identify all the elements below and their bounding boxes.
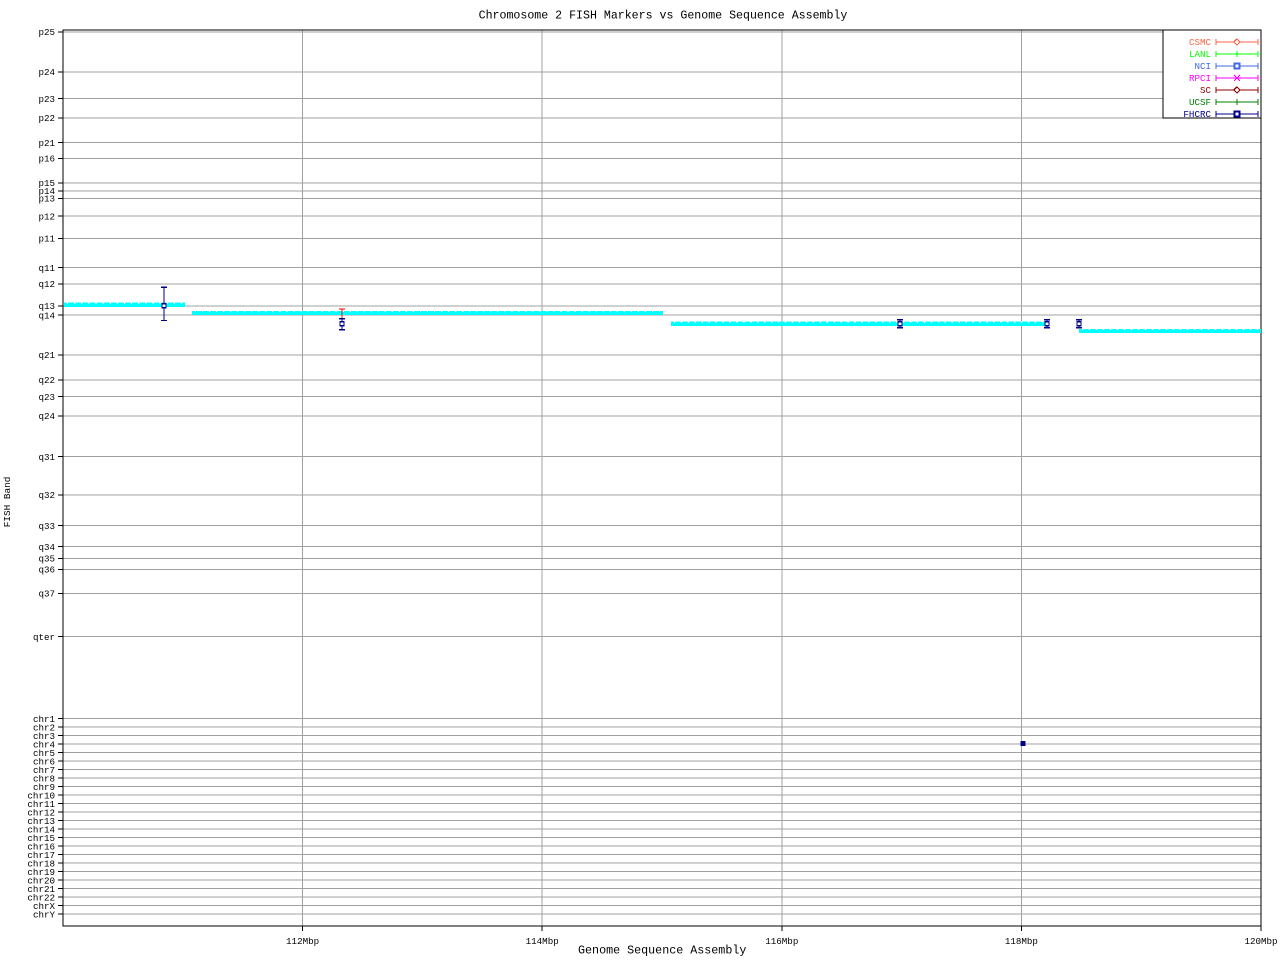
svg-text:p11: p11 <box>38 234 55 245</box>
svg-text:q22: q22 <box>38 375 55 386</box>
svg-text:RPCI: RPCI <box>1189 73 1211 84</box>
svg-text:p22: p22 <box>38 113 55 124</box>
svg-text:q32: q32 <box>38 490 55 501</box>
svg-text:FISH Band: FISH Band <box>2 477 13 528</box>
svg-text:q14: q14 <box>38 310 55 321</box>
svg-text:chrY: chrY <box>33 909 56 920</box>
svg-text:FHCRC: FHCRC <box>1183 109 1211 120</box>
svg-text:q23: q23 <box>38 392 55 403</box>
svg-text:p13: p13 <box>38 194 55 205</box>
svg-text:p24: p24 <box>38 67 55 78</box>
svg-text:q11: q11 <box>38 263 55 274</box>
svg-text:q33: q33 <box>38 521 55 532</box>
svg-text:CSMC: CSMC <box>1189 37 1212 48</box>
svg-text:q37: q37 <box>38 589 55 600</box>
svg-text:LANL: LANL <box>1189 49 1211 60</box>
svg-text:q31: q31 <box>38 452 55 463</box>
svg-text:114Mbp: 114Mbp <box>526 936 559 947</box>
svg-text:UCSF: UCSF <box>1189 97 1211 108</box>
svg-text:p23: p23 <box>38 94 55 105</box>
svg-text:p21: p21 <box>38 138 55 149</box>
svg-text:q36: q36 <box>38 565 55 576</box>
svg-text:118Mbp: 118Mbp <box>1005 936 1038 947</box>
svg-text:Genome Sequence Assembly: Genome Sequence Assembly <box>578 944 746 958</box>
svg-text:q35: q35 <box>38 554 55 565</box>
svg-text:116Mbp: 116Mbp <box>765 936 798 947</box>
svg-text:p12: p12 <box>38 211 55 222</box>
svg-text:q24: q24 <box>38 411 55 422</box>
svg-text:p16: p16 <box>38 154 55 165</box>
svg-text:p25: p25 <box>38 27 55 38</box>
svg-text:120Mbp: 120Mbp <box>1244 936 1277 947</box>
svg-text:q21: q21 <box>38 350 55 361</box>
svg-text:SC: SC <box>1200 85 1212 96</box>
svg-text:qter: qter <box>33 632 55 643</box>
svg-text:q34: q34 <box>38 542 55 553</box>
svg-text:112Mbp: 112Mbp <box>286 936 319 947</box>
svg-text:q12: q12 <box>38 279 55 290</box>
svg-text:NCI: NCI <box>1194 61 1211 72</box>
svg-text:Chromosome 2 FISH Markers vs G: Chromosome 2 FISH Markers vs Genome Sequ… <box>479 10 848 23</box>
